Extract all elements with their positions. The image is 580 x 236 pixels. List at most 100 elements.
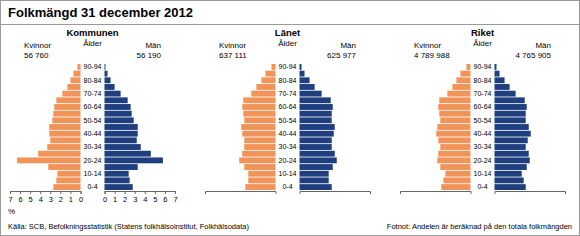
x-axis [401,192,472,195]
bar [105,91,121,97]
series-total: 56 760 [24,51,49,60]
plot-area [239,64,337,190]
axis-line [105,192,176,195]
tick-label: 6 [163,195,167,204]
tick-label: 40-44 [279,130,297,137]
bar [447,91,470,97]
bar [495,84,510,90]
panel: KommunenÅlderKvinnor56 760Män56 1900-410… [8,27,178,216]
bar [300,131,334,137]
bar [495,137,528,143]
category-axis: 0-410-1420-2430-3440-4450-5460-6470-7480… [474,63,492,190]
bar [495,177,524,183]
bar [53,184,80,190]
x-axis: 01234567 [103,191,178,204]
bar [300,124,335,130]
tick: 10-14 [474,170,492,177]
tick: 4 [143,191,147,204]
series-name: Män [340,41,356,50]
bar [437,157,470,163]
tick: 0 [103,191,107,204]
series-name: Kvinnor [219,41,246,50]
bar [437,124,470,130]
tick: 0-4 [282,183,292,190]
tick: 60-64 [474,103,492,110]
tick-mark [20,191,21,194]
tick-mark [145,191,146,194]
chart-container: Folkmängd 31 december 2012KommunenÅlderK… [0,0,580,236]
bar [265,71,275,77]
tick-label: 1 [113,195,117,204]
tick-label: 3 [133,195,137,204]
bar [300,157,337,163]
panel-title: Riket [471,27,495,38]
bar [53,111,80,117]
bar [452,84,470,90]
tick-mark [50,191,51,194]
tick: 90-94 [84,63,102,70]
bar [495,171,522,177]
bar [62,91,80,97]
bar [460,71,470,77]
x-axis [300,192,371,195]
tick-mark [105,191,106,194]
bar [300,137,332,143]
tick-label: 30-34 [474,143,492,150]
bar [54,104,80,110]
tick-label: 7 [8,195,12,204]
tick: 70-74 [84,90,102,97]
bar [300,84,315,90]
bar [456,77,470,83]
plot-area [436,64,531,190]
series-total: 625 977 [327,51,356,60]
tick: 50-54 [279,117,297,124]
title: Folkmängd 31 december 2012 [8,5,193,20]
tick: 30-34 [84,143,102,150]
axis-title: Ålder [473,39,492,48]
bar [495,91,516,97]
axis-line [206,192,277,195]
bar [300,104,333,110]
panel-title: Länet [275,27,301,38]
tick-label: 70-74 [84,90,102,97]
category-axis: 0-410-1420-2430-3440-4450-5460-6470-7480… [279,63,297,190]
tick-label: 4 [143,195,147,204]
tick: 90-94 [474,63,492,70]
tick: 90-94 [279,63,297,70]
bar [438,104,470,110]
bar [495,97,525,103]
tick-label: 20-24 [84,157,102,164]
category-axis: 0-410-1420-2430-3440-4450-5460-6470-7480… [84,63,102,190]
bar [300,184,332,190]
bar [105,71,108,77]
bar [245,184,275,190]
bar [242,151,275,157]
panel: LänetÅlderKvinnor637 111Män625 9770-410-… [206,27,371,194]
tick: 6 [18,191,22,204]
tick: 7 [173,191,177,204]
bar [57,171,80,177]
series-total: 4 789 988 [414,51,450,60]
tick: 30-34 [279,143,297,150]
tick-label: 90-94 [84,63,102,70]
tick-label: 80-84 [474,77,492,84]
bar [495,77,505,83]
bar [261,77,275,83]
tick-label: 60-64 [474,103,492,110]
series-name: Kvinnor [414,41,441,50]
bar [49,131,80,137]
tick-label: 6 [18,195,22,204]
bar [256,84,275,90]
bar [436,131,470,137]
tick: 10-14 [279,170,297,177]
tick: 80-84 [84,77,102,84]
tick-label: 5 [153,195,157,204]
axis-title: % [8,207,15,216]
bar [52,117,80,123]
tick-label: 0-4 [282,183,292,190]
bar [495,117,526,123]
bar [244,117,275,123]
series-name: Män [145,41,161,50]
bar [38,151,80,157]
x-axis [495,192,566,195]
